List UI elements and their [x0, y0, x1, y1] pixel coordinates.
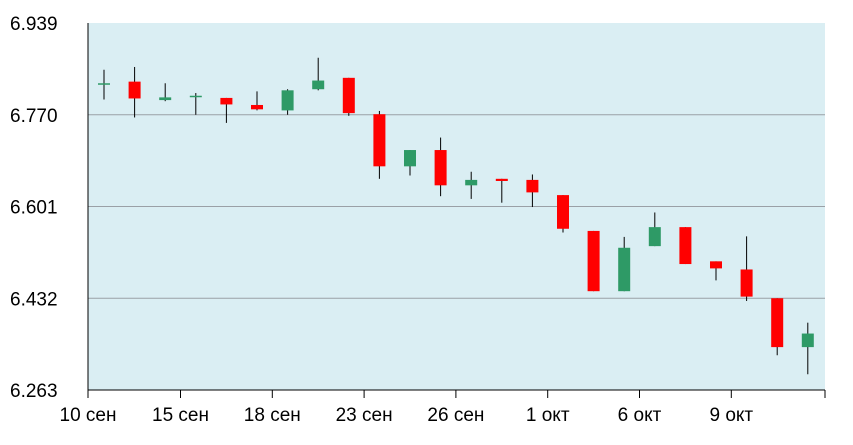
y-tick-label: 6.432	[10, 289, 58, 310]
x-tick-label: 23 сен	[336, 405, 393, 426]
candle	[128, 66, 141, 118]
candle-body	[98, 83, 110, 85]
candle	[189, 93, 202, 115]
candle-body	[128, 81, 141, 99]
candle-body	[587, 230, 600, 292]
candle	[771, 298, 784, 356]
x-tick-label: 10 сен	[60, 405, 117, 426]
axes	[87, 23, 825, 391]
candle-body	[404, 150, 416, 167]
candle-body	[159, 97, 172, 101]
candle	[281, 89, 294, 115]
candles	[98, 57, 814, 375]
candle-body	[495, 178, 508, 181]
x-axis-ticks: 10 сен 15 сен 18 сен 23 сен 26 сен 1 окт 6 окт…	[60, 390, 826, 426]
candle-body	[251, 104, 263, 110]
candle	[740, 236, 753, 301]
gridlines	[88, 114, 825, 299]
candle	[587, 230, 600, 292]
candle-body	[648, 227, 661, 247]
candle-body	[557, 195, 569, 229]
candle	[159, 83, 172, 102]
y-tick-label: 6.770	[10, 106, 58, 127]
candle-body	[710, 261, 722, 269]
candle	[648, 212, 661, 247]
candle-body	[771, 298, 784, 348]
candle-body	[342, 77, 355, 114]
candle-body	[526, 179, 539, 193]
candle	[801, 322, 814, 375]
candle-body	[434, 150, 447, 186]
y-tick-label: 6.939	[10, 14, 58, 35]
x-tick-label: 18 сен	[244, 405, 301, 426]
candle	[220, 97, 233, 123]
y-tick-label: 6.263	[10, 381, 58, 402]
candle	[98, 69, 110, 100]
candle-body	[465, 179, 478, 186]
candle-body	[801, 333, 814, 348]
candle	[495, 178, 508, 203]
candle	[342, 77, 355, 116]
candle-body	[618, 247, 631, 292]
candle	[710, 261, 722, 281]
x-tick-label: 26 сен	[427, 405, 484, 426]
y-axis-ticks: 6.939 6.770 6.601 6.432 6.263	[10, 14, 58, 402]
x-tick-label: 6 окт	[618, 405, 662, 426]
candle-body	[189, 95, 202, 98]
candle-body	[312, 80, 325, 90]
candle-body	[740, 269, 753, 297]
candle	[557, 195, 569, 233]
candle	[465, 171, 478, 199]
x-tick-label: 15 сен	[152, 405, 209, 426]
candle-body	[679, 227, 692, 265]
x-tick-label: 9 окт	[709, 405, 753, 426]
candle-body	[220, 97, 233, 105]
candle	[251, 91, 263, 111]
candle	[618, 236, 631, 292]
candle	[526, 174, 539, 208]
candle	[679, 227, 692, 265]
candle	[373, 110, 386, 179]
candle	[404, 150, 416, 176]
x-tick-label: 1 окт	[526, 405, 570, 426]
candle	[312, 57, 325, 91]
candle-body	[373, 114, 386, 167]
y-tick-label: 6.601	[10, 198, 58, 219]
candle	[434, 137, 447, 197]
candle-body	[281, 90, 294, 111]
